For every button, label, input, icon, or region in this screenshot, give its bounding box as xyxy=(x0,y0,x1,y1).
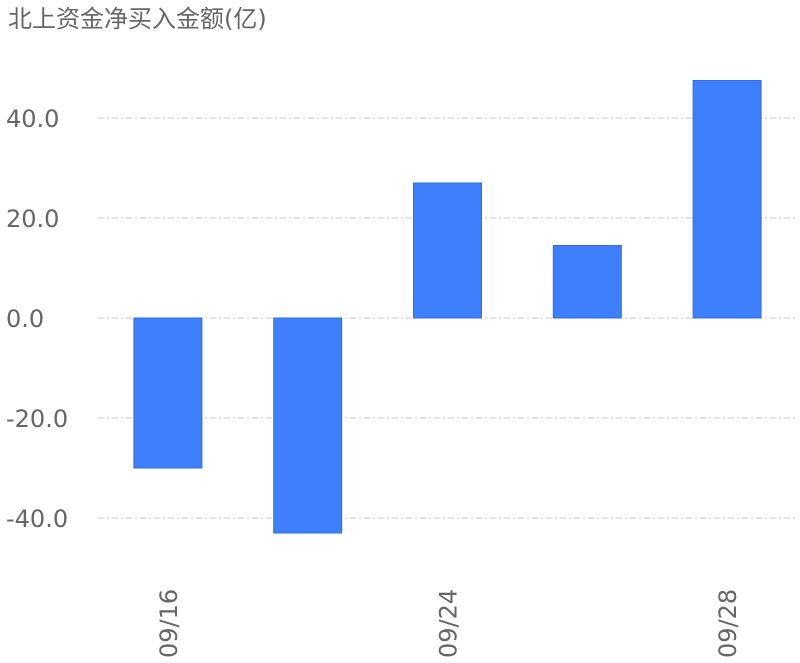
bar xyxy=(413,182,482,319)
y-tick-label: 0.0 xyxy=(6,305,44,333)
bar xyxy=(552,245,622,319)
chart-title: 北上资金净买入金额(亿) xyxy=(8,5,267,33)
bars xyxy=(133,80,762,534)
y-tick-label: -20.0 xyxy=(6,405,68,433)
x-axis-ticks: 09/16 09/24 09/28 xyxy=(155,589,742,658)
x-tick-label: 09/24 xyxy=(435,589,463,658)
bar xyxy=(133,317,203,469)
y-tick-label: 20.0 xyxy=(6,205,59,233)
bar xyxy=(692,80,762,319)
y-tick-label: 40.0 xyxy=(6,105,59,133)
y-tick-label: -40.0 xyxy=(6,505,68,533)
bar xyxy=(273,317,343,534)
grid-lines xyxy=(98,117,797,519)
x-tick-label: 09/16 xyxy=(155,589,183,658)
x-tick-label: 09/28 xyxy=(714,589,742,658)
y-axis-ticks: 40.0 20.0 0.0 -20.0 -40.0 xyxy=(6,105,68,533)
